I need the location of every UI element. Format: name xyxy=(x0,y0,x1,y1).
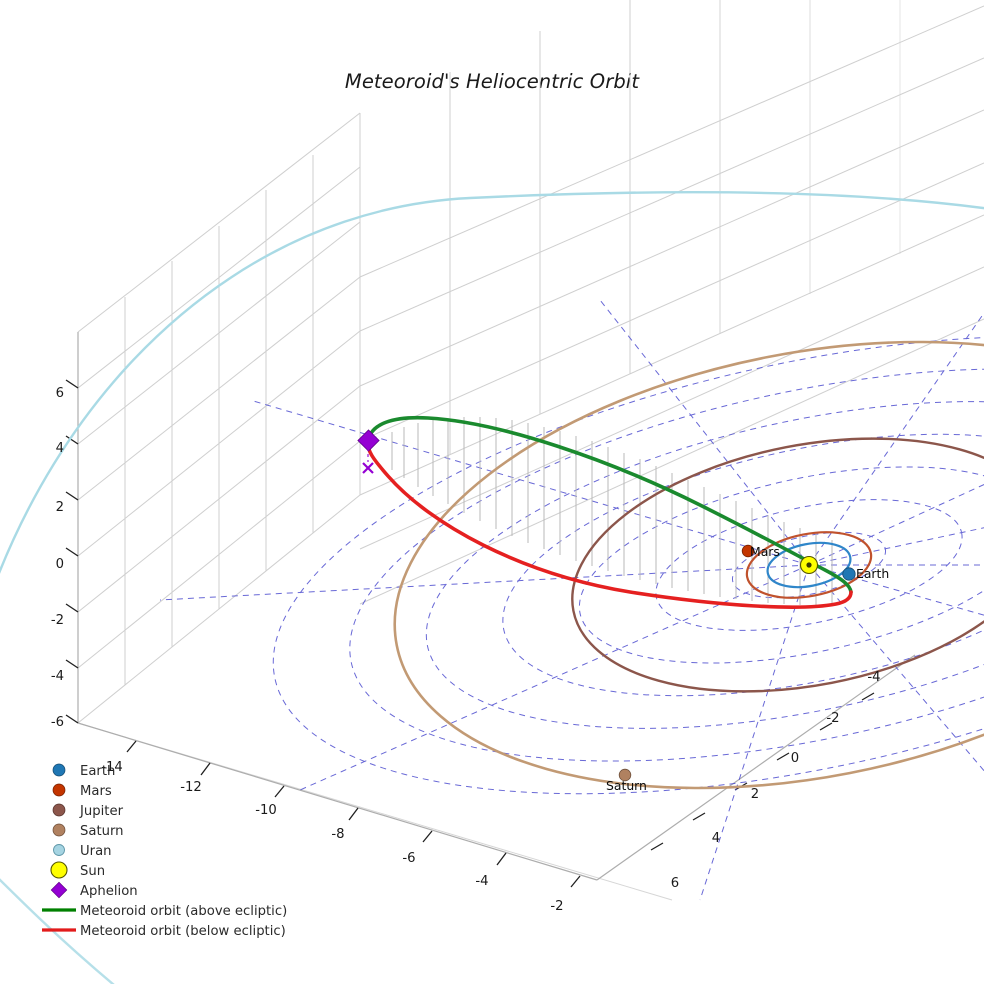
legend-marker-uran xyxy=(53,844,65,856)
x-tick-label: -10 xyxy=(255,803,277,818)
z-tick-label: 0 xyxy=(56,557,64,572)
mars-orbit-path xyxy=(745,531,873,599)
y-tick-label: 4 xyxy=(712,831,720,846)
legend-label-mars: Mars xyxy=(80,784,112,799)
legend-marker-aphelion xyxy=(50,881,68,899)
planet-orbits xyxy=(0,191,984,984)
x-tick-label: -8 xyxy=(331,827,344,842)
earth-marker xyxy=(842,567,856,581)
pane-left xyxy=(77,112,361,724)
legend-marker-jupiter xyxy=(52,803,66,817)
legend-marker-mars xyxy=(52,783,66,797)
pane-floor xyxy=(77,722,673,901)
legend-label-meteoroid-below: Meteoroid orbit (below ecliptic) xyxy=(80,924,286,939)
sun-marker xyxy=(799,555,819,575)
legend-label-saturn: Saturn xyxy=(80,824,124,839)
y-tick-label: 6 xyxy=(671,876,679,891)
z-tick-label: 4 xyxy=(56,441,64,456)
meteoroid-orbit-above-ecliptic xyxy=(366,415,853,594)
x-tick-label: -12 xyxy=(180,780,202,795)
axis-ticks xyxy=(65,379,875,888)
page-title: Meteoroid's Heliocentric Orbit xyxy=(344,70,640,93)
saturn-orbit-path xyxy=(393,340,984,790)
x-tick-label: -2 xyxy=(550,899,563,914)
earth-label: Earth xyxy=(856,566,889,581)
y-tick-label: -2 xyxy=(826,711,839,726)
uranus-orbit-path xyxy=(0,191,984,575)
z-tick-label: 2 xyxy=(56,500,64,515)
meteoroid-orbit xyxy=(365,415,853,609)
x-tick-label: -4 xyxy=(475,874,488,889)
z-axis-tick-labels: 6 4 2 0 -2 -4 -6 xyxy=(51,386,64,730)
y-tick-label: -4 xyxy=(867,670,880,685)
x-axis-spine xyxy=(77,722,598,881)
legend-label-earth: Earth xyxy=(80,764,115,779)
meteoroid-orbit-below-ecliptic xyxy=(365,438,853,609)
z-tick-label: -4 xyxy=(51,669,64,684)
axis-spines xyxy=(77,332,916,881)
legend-marker-earth xyxy=(52,763,66,777)
body-annotations: Earth Mars Saturn xyxy=(606,544,889,793)
y-axis-tick-labels: -4 -2 0 2 4 6 xyxy=(671,670,881,891)
mars-marker xyxy=(741,544,755,558)
orbit-stem-lines xyxy=(391,417,833,606)
saturn-marker xyxy=(618,768,632,782)
aphelion-marker xyxy=(357,429,380,452)
legend-label-aphelion: Aphelion xyxy=(80,884,138,899)
legend-label-meteoroid-above: Meteoroid orbit (above ecliptic) xyxy=(80,904,287,919)
legend-label-jupiter: Jupiter xyxy=(79,804,124,819)
z-tick-label: 6 xyxy=(56,386,64,401)
z-tick-label: -2 xyxy=(51,613,64,628)
legend-label-sun: Sun xyxy=(80,864,105,879)
earth-orbit-path xyxy=(766,541,852,589)
y-tick-label: 2 xyxy=(751,787,759,802)
legend-marker-sun xyxy=(50,861,68,879)
x-tick-label: -14 xyxy=(101,760,123,775)
x-axis-tick-labels: -14 -12 -10 -8 -6 -4 -2 xyxy=(101,760,563,914)
z-tick-label: -6 xyxy=(51,715,64,730)
y-axis-spine xyxy=(596,654,916,881)
saturn-label: Saturn xyxy=(606,778,647,793)
aphelion-projection-marker xyxy=(362,462,374,474)
jupiter-orbit-path xyxy=(571,437,984,693)
legend-marker-saturn xyxy=(52,823,66,837)
x-tick-label: -6 xyxy=(402,851,415,866)
mars-label: Mars xyxy=(750,544,780,559)
celestial-bodies xyxy=(357,429,856,782)
legend-label-uran: Uran xyxy=(80,844,112,859)
y-tick-label: 0 xyxy=(791,751,799,766)
uranus-orbit-path-lower xyxy=(0,878,115,984)
ecliptic-polar-grid xyxy=(159,299,984,901)
legend: Earth Mars Jupiter Saturn Uran Sun Aphel… xyxy=(42,763,287,939)
